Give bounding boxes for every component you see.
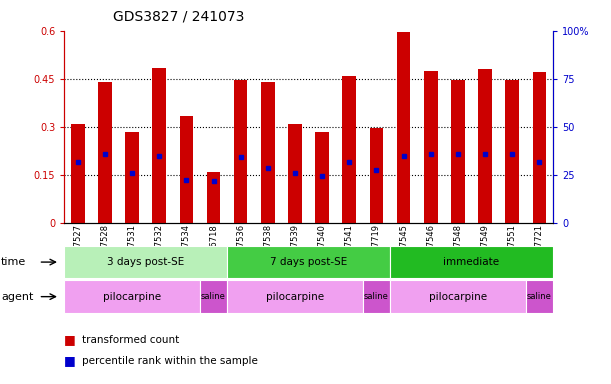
Text: saline: saline <box>201 292 226 301</box>
Text: pilocarpine: pilocarpine <box>103 291 161 302</box>
Bar <box>98 82 112 223</box>
Bar <box>200 280 227 313</box>
Text: pilocarpine: pilocarpine <box>429 291 487 302</box>
Bar <box>343 76 356 223</box>
Text: ■: ■ <box>64 333 76 346</box>
Bar <box>71 124 84 223</box>
Bar <box>180 116 193 223</box>
Text: ■: ■ <box>64 354 76 367</box>
Bar <box>390 280 526 313</box>
Bar <box>363 280 390 313</box>
Bar <box>526 280 553 313</box>
Bar <box>261 82 274 223</box>
Bar <box>227 280 363 313</box>
Text: time: time <box>1 257 26 267</box>
Bar <box>152 68 166 223</box>
Bar <box>315 132 329 223</box>
Bar <box>370 128 383 223</box>
Bar <box>451 80 465 223</box>
Bar <box>64 246 227 278</box>
Text: GDS3827 / 241073: GDS3827 / 241073 <box>113 10 244 23</box>
Text: saline: saline <box>364 292 389 301</box>
Bar <box>390 246 553 278</box>
Bar <box>234 80 247 223</box>
Bar <box>125 132 139 223</box>
Bar <box>533 72 546 223</box>
Text: saline: saline <box>527 292 552 301</box>
Text: 3 days post-SE: 3 days post-SE <box>107 257 185 267</box>
Bar <box>64 280 200 313</box>
Bar <box>288 124 302 223</box>
Text: agent: agent <box>1 291 34 302</box>
Bar <box>207 172 221 223</box>
Text: percentile rank within the sample: percentile rank within the sample <box>82 356 258 366</box>
Bar <box>424 71 437 223</box>
Text: 7 days post-SE: 7 days post-SE <box>270 257 347 267</box>
Bar <box>505 80 519 223</box>
Text: immediate: immediate <box>444 257 500 267</box>
Text: pilocarpine: pilocarpine <box>266 291 324 302</box>
Bar <box>397 32 411 223</box>
Bar <box>478 69 492 223</box>
Text: transformed count: transformed count <box>82 335 180 345</box>
Bar <box>227 246 390 278</box>
